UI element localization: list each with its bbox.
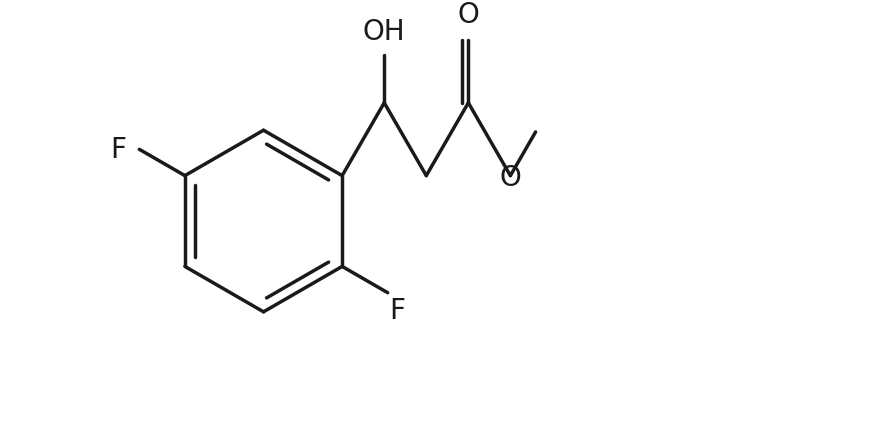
Text: O: O [499, 163, 521, 191]
Text: OH: OH [363, 18, 406, 46]
Text: F: F [389, 296, 405, 324]
Text: F: F [110, 136, 126, 164]
Text: O: O [458, 1, 479, 29]
